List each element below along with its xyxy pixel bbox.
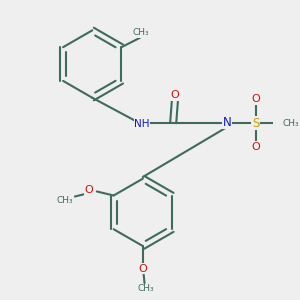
Text: O: O [251,94,260,104]
Text: O: O [170,90,179,100]
Text: CH₃: CH₃ [57,196,73,205]
Text: O: O [251,142,260,152]
Text: CH₃: CH₃ [132,28,149,37]
Text: NH: NH [134,119,150,129]
Text: CH₃: CH₃ [137,284,154,293]
Text: CH₃: CH₃ [283,118,299,127]
Text: O: O [139,264,147,274]
Text: N: N [223,116,232,128]
Text: O: O [85,185,93,195]
Text: S: S [252,116,260,130]
